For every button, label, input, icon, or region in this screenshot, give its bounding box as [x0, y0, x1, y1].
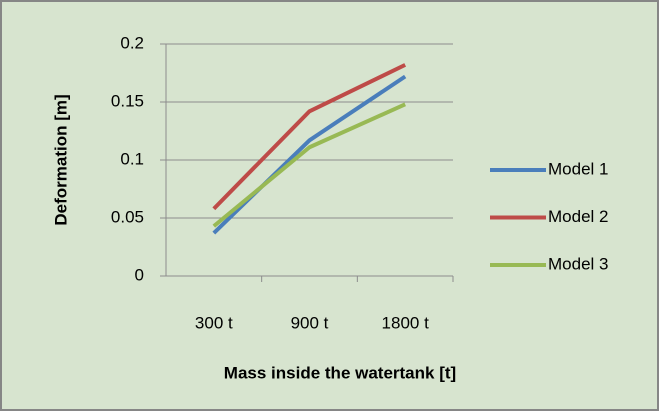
x-tick-label: 900 t [291, 313, 329, 332]
y-tick-label: 0.2 [120, 33, 144, 52]
series-line [212, 102, 406, 228]
y-tick-label: 0.15 [111, 91, 144, 110]
x-tick-label: 1800 t [382, 313, 430, 332]
legend-label: Model 1 [548, 159, 608, 178]
y-tick-label: 0.1 [120, 149, 144, 168]
y-tick-label: 0 [135, 265, 144, 284]
legend-label: Model 2 [548, 207, 608, 226]
x-tick-label: 300 t [195, 313, 233, 332]
y-tick-label: 0.05 [111, 207, 144, 226]
x-axis-title: Mass inside the watertank [t] [224, 363, 456, 382]
legend-label: Model 3 [548, 254, 608, 273]
y-axis-title: Deformation [m] [51, 94, 70, 225]
series-line [212, 63, 407, 211]
